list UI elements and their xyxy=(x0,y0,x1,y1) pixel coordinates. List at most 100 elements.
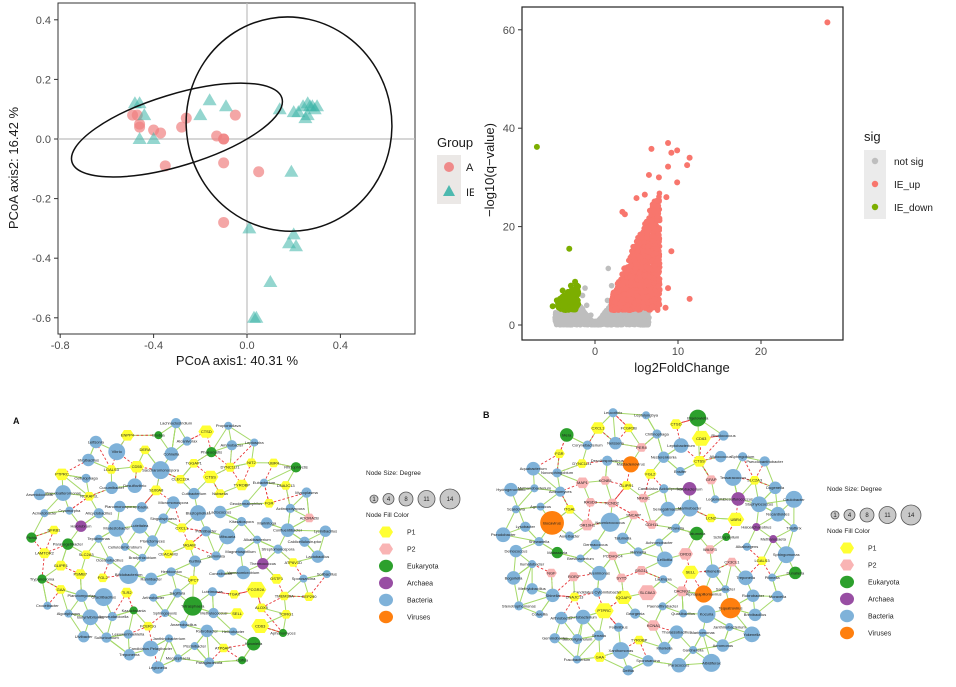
network-node: Aquabacterium xyxy=(520,461,547,476)
volcano-point-ie-up xyxy=(674,179,681,186)
node-circle-icon xyxy=(170,417,182,429)
fill-legend-label: Archaea xyxy=(868,597,894,604)
node-label: Acinetobacter xyxy=(32,511,57,516)
network-node: Vannaomicrobium xyxy=(227,565,260,580)
network-node: CD55 xyxy=(129,461,145,473)
network-node: Bradyrhizobium xyxy=(129,553,157,562)
negative-correlation-edge xyxy=(263,482,270,504)
node-circle-icon xyxy=(642,655,654,667)
network-node: Sporosarcina xyxy=(636,655,661,667)
network-node: Leptolyngbya xyxy=(634,411,659,420)
node-hexagon-icon xyxy=(183,540,196,550)
network-node: Eikenella xyxy=(705,564,722,579)
node-label: Janthinobacterium xyxy=(713,624,746,629)
fill-legend-label: Eukaryota xyxy=(868,580,900,587)
node-hexagon-icon xyxy=(268,458,280,468)
node-label: Thermococcus xyxy=(250,561,276,566)
node-label: Hydrogenovibrio xyxy=(496,487,526,492)
volcano-point-ie-up xyxy=(643,218,650,225)
node-label: Paraglaciecola xyxy=(196,660,223,665)
network-node: GLIPR1 xyxy=(54,560,69,571)
node-circle-icon xyxy=(738,570,753,586)
network-node: KCNB1 xyxy=(599,476,613,485)
network-node: Atrowella xyxy=(668,523,685,533)
node-label: Deinococcus xyxy=(504,548,527,553)
volcano-point-not-sig xyxy=(567,318,573,324)
node-label: Thalassobacillus xyxy=(662,630,692,635)
network-node: Tatumella xyxy=(614,532,632,545)
pcoa-point-ai xyxy=(176,121,188,133)
volcano-point-ie-up xyxy=(637,281,644,288)
node-circle-icon xyxy=(602,455,613,466)
node-circle-icon xyxy=(528,560,537,569)
node-label: Luteitalea xyxy=(131,523,149,528)
fill-legend-label: P2 xyxy=(868,563,877,570)
network-node: NCKAP1L xyxy=(80,492,99,501)
network-node: Achromobacter xyxy=(646,538,673,547)
volcano-point-ie-down xyxy=(553,297,560,304)
volcano-point-ie-up xyxy=(619,296,626,303)
node-hexagon-icon xyxy=(278,591,290,601)
positive-correlation-edge xyxy=(515,506,541,510)
network-node: DRD3 xyxy=(678,548,693,560)
volcano-point-not-sig xyxy=(583,302,590,309)
network-node: Mastadenovirus xyxy=(617,456,645,473)
node-circle-icon xyxy=(235,547,246,557)
node-label: Legionella xyxy=(149,665,168,670)
node-circle-icon xyxy=(136,502,147,513)
node-label: Methylococcus xyxy=(200,610,226,615)
network-node: Lautropia xyxy=(655,575,672,584)
node-circle-icon xyxy=(131,517,148,534)
volcano-point-ie-down xyxy=(566,245,573,252)
node-hexagon-icon xyxy=(633,635,645,645)
node-hexagon-icon xyxy=(590,422,606,434)
pcoa-legend-label-ai: AI xyxy=(466,162,476,174)
node-label: Propionicilava xyxy=(216,423,242,428)
node-circle-icon xyxy=(698,628,707,637)
node-label: Halobacterium xyxy=(677,486,703,491)
node-label: GSG1L xyxy=(635,568,649,573)
node-label: Micromonospora xyxy=(158,500,189,505)
node-circle-icon xyxy=(164,634,174,643)
node-hexagon-icon xyxy=(139,445,151,455)
node-label: Vannaomicrobium xyxy=(227,570,260,575)
volcano-point-ie-up xyxy=(630,243,636,250)
node-circle-icon xyxy=(213,505,227,519)
network-node: Desulfosporosinus xyxy=(591,455,624,466)
network-node: OR10H1 xyxy=(580,519,596,531)
node-label: IQGAP1 xyxy=(616,595,632,600)
node-circle-icon xyxy=(119,564,139,585)
fill-legend-label: Eukaryota xyxy=(407,564,439,571)
size-legend-circle-icon xyxy=(843,509,856,521)
node-label: Stenotrophomonas xyxy=(502,603,536,608)
node-circle-icon xyxy=(718,430,729,441)
node-circle-icon xyxy=(188,487,200,500)
size-legend-value: 8 xyxy=(404,497,408,503)
network-node: CTSD xyxy=(669,419,683,429)
volcano-legend-key-ieup xyxy=(871,180,879,188)
volcano-point-ie-up xyxy=(627,273,633,279)
node-label: GFAP xyxy=(706,477,717,482)
node-label: Plantibacter xyxy=(195,529,217,534)
node-hexagon-icon xyxy=(705,475,717,485)
network-node: OSTF1 xyxy=(270,574,284,584)
network-node: Sphingomonas xyxy=(773,546,800,564)
network-node: Bocavirus xyxy=(540,510,564,535)
node-label: PSMB7 xyxy=(74,572,88,577)
network-node: Singulisphaera xyxy=(150,513,177,524)
node-hexagon-icon xyxy=(569,592,580,602)
node-label: Brevibacterium xyxy=(567,556,594,561)
node-circle-icon xyxy=(216,569,225,578)
network-node: Virgibacillus xyxy=(78,453,99,467)
network-node: Albidiferax xyxy=(702,653,721,672)
node-label: CEP290 xyxy=(302,594,318,599)
network-node: Cryomorpha xyxy=(58,506,81,515)
negative-correlation-edge xyxy=(229,442,255,468)
node-hexagon-icon xyxy=(202,470,219,484)
network-node: Rubrobacter xyxy=(196,624,219,638)
network-node: GAA xyxy=(55,585,67,594)
node-hexagon-icon xyxy=(149,485,163,496)
node-label: ENPP4 xyxy=(121,433,135,438)
network-node: Alphapapillomavirus xyxy=(686,585,722,603)
pcoa-x-tick-label: 0.0 xyxy=(239,340,254,352)
